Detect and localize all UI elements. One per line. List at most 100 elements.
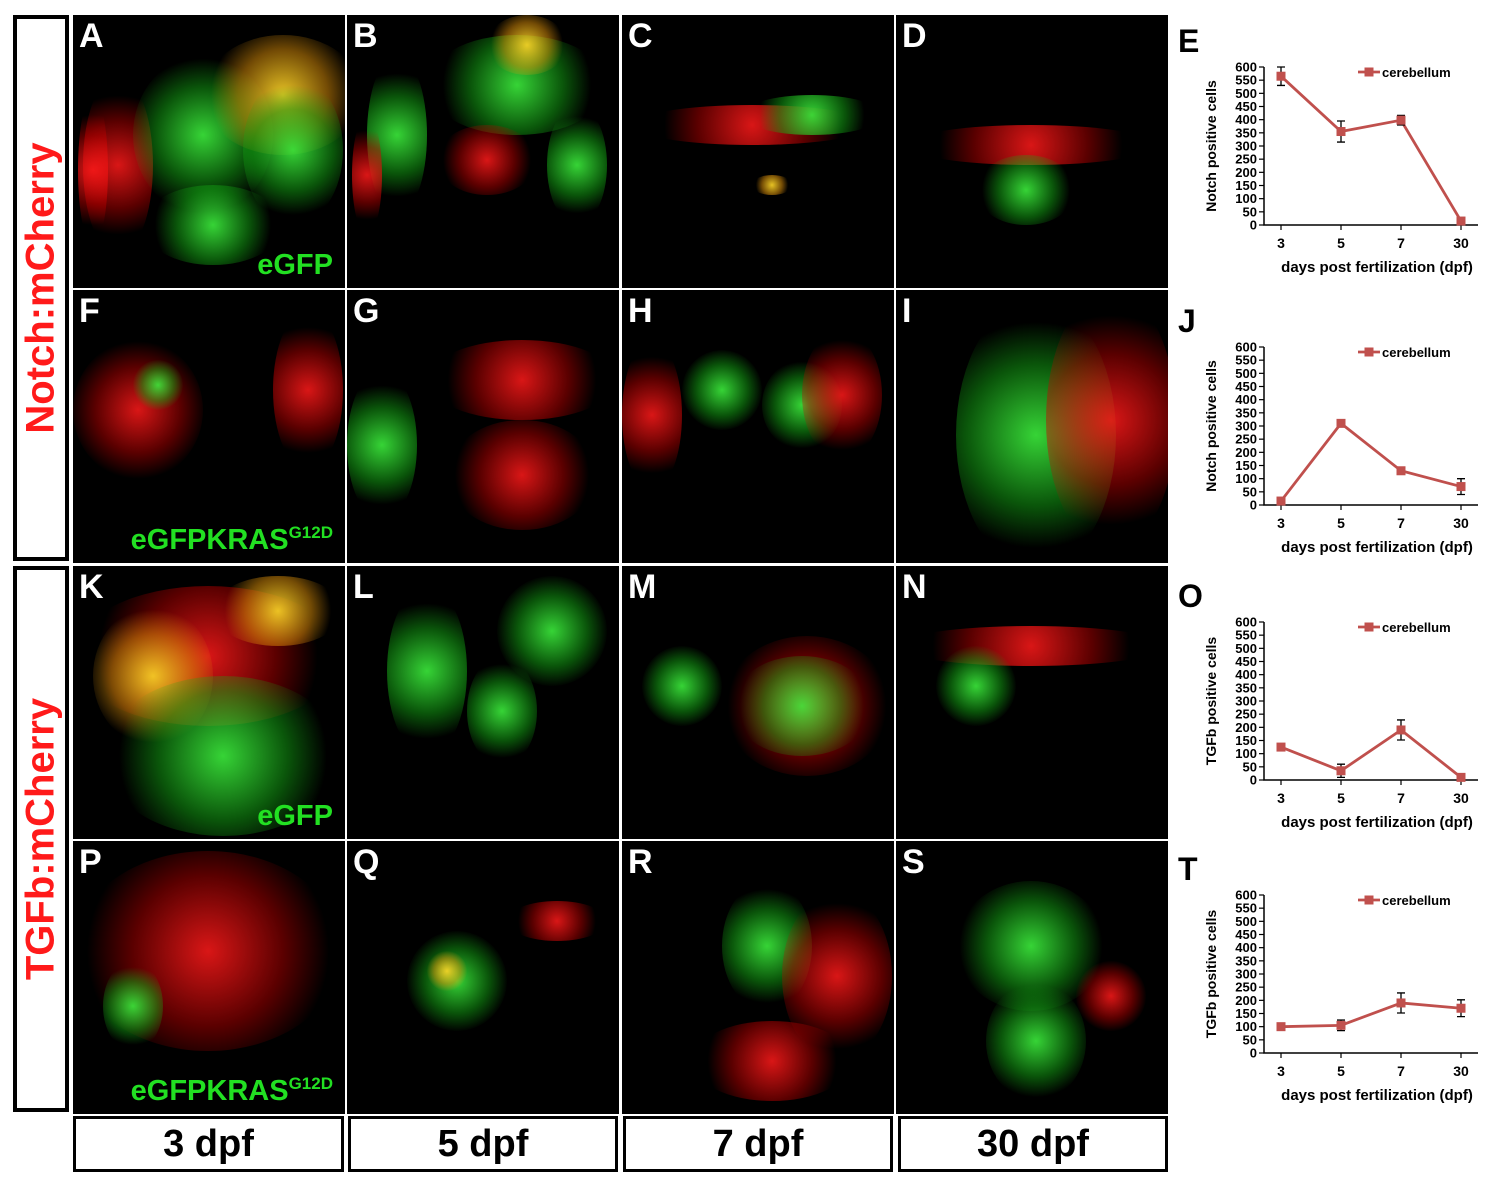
- y-tick-label: 50: [1243, 1032, 1257, 1047]
- x-tick-label: 5: [1337, 515, 1345, 531]
- y-tick-label: 0: [1250, 498, 1257, 513]
- fluorescence-region: [936, 646, 1016, 726]
- data-point: [1456, 772, 1466, 782]
- panel-letter: P: [79, 843, 102, 881]
- data-point: [1276, 742, 1286, 752]
- panel-m: M: [622, 566, 894, 839]
- y-tick-label: 150: [1235, 458, 1257, 473]
- fluorescence-region: [447, 420, 597, 530]
- x-axis-label: days post fertilization (dpf): [1281, 814, 1473, 831]
- y-tick-label: 200: [1235, 720, 1257, 735]
- fluorescence-region: [642, 646, 722, 726]
- x-tick-label: 7: [1397, 515, 1405, 531]
- data-point: [1456, 216, 1466, 226]
- fluorescence-region: [622, 340, 682, 490]
- y-tick-label: 600: [1235, 615, 1257, 630]
- panel-b: B: [347, 15, 619, 288]
- panel-caption: eGFP: [257, 802, 333, 831]
- legend-marker: [1364, 347, 1374, 357]
- panel-letter: D: [902, 17, 927, 55]
- row-label-tgfb-text: TGFb:mCherry: [18, 697, 63, 981]
- fluorescence-region: [752, 175, 792, 195]
- y-tick-label: 300: [1235, 694, 1257, 709]
- y-tick-label: 450: [1235, 927, 1257, 942]
- y-tick-label: 100: [1235, 1019, 1257, 1034]
- y-tick-label: 50: [1243, 484, 1257, 499]
- fluorescence-region: [73, 340, 203, 480]
- time-label-text: 3 dpf: [163, 1123, 254, 1165]
- x-tick-label: 3: [1277, 1063, 1285, 1079]
- panel-letter: I: [902, 292, 912, 330]
- data-point: [1396, 998, 1406, 1008]
- x-tick-label: 30: [1453, 1063, 1469, 1079]
- x-tick-label: 7: [1397, 1063, 1405, 1079]
- fluorescence-region: [103, 676, 343, 836]
- data-point: [1336, 127, 1346, 137]
- panel-caption-superscript: G12D: [288, 1074, 333, 1093]
- y-tick-label: 450: [1235, 99, 1257, 114]
- y-tick-label: 550: [1235, 901, 1257, 916]
- y-tick-label: 600: [1235, 60, 1257, 75]
- fluorescence-region: [487, 15, 567, 75]
- y-tick-label: 100: [1235, 471, 1257, 486]
- panel-caption-superscript: G12D: [288, 523, 333, 542]
- y-tick-label: 200: [1235, 993, 1257, 1008]
- row-label-tgfb: TGFb:mCherry: [13, 566, 69, 1112]
- panel-letter: M: [628, 568, 657, 606]
- x-tick-label: 30: [1453, 235, 1469, 251]
- y-tick-label: 400: [1235, 940, 1257, 955]
- panel-letter: Q: [353, 843, 380, 881]
- panel-r: R: [622, 841, 894, 1114]
- y-tick-label: 50: [1243, 204, 1257, 219]
- y-tick-label: 500: [1235, 641, 1257, 656]
- fluorescence-region: [742, 95, 882, 135]
- chart-axes: [1263, 622, 1478, 781]
- legend-marker: [1364, 67, 1374, 77]
- data-point: [1456, 482, 1466, 492]
- panel-caption: eGFPKRASG12D: [131, 524, 333, 555]
- chart-axes: [1263, 895, 1478, 1054]
- fluorescence-region: [103, 961, 163, 1051]
- fluorescence-region: [732, 656, 872, 756]
- fluorescence-region: [78, 95, 108, 245]
- y-axis-label: TGFb positive cells: [1203, 637, 1219, 766]
- panel-letter: G: [353, 292, 380, 330]
- fluorescence-region: [467, 656, 537, 766]
- chart-letter: O: [1178, 578, 1203, 614]
- y-tick-label: 150: [1235, 1006, 1257, 1021]
- row-label-notch: Notch:mCherry: [13, 15, 69, 561]
- y-tick-label: 350: [1235, 953, 1257, 968]
- time-label-7dpf: 7 dpf: [623, 1116, 893, 1172]
- row-label-notch-text: Notch:mCherry: [18, 142, 63, 434]
- panel-letter: N: [902, 568, 927, 606]
- y-tick-label: 450: [1235, 654, 1257, 669]
- fluorescence-region: [547, 105, 607, 225]
- time-label-text: 30 dpf: [977, 1123, 1089, 1165]
- panel-l: L: [347, 566, 619, 839]
- panel-caption: eGFPKRASG12D: [131, 1075, 333, 1106]
- legend-marker: [1364, 622, 1374, 632]
- fluorescence-region: [896, 626, 1166, 666]
- fluorescence-region: [427, 340, 617, 420]
- fluorescence-region: [213, 576, 343, 646]
- fluorescence-region: [1076, 961, 1146, 1031]
- x-axis-label: days post fertilization (dpf): [1281, 539, 1473, 556]
- fluorescence-region: [507, 901, 607, 941]
- y-tick-label: 300: [1235, 419, 1257, 434]
- data-point: [1276, 71, 1286, 81]
- panel-i: I: [896, 290, 1168, 563]
- panel-caption: eGFP: [257, 251, 333, 280]
- time-label-3dpf: 3 dpf: [73, 1116, 344, 1172]
- time-label-text: 5 dpf: [437, 1123, 529, 1165]
- y-tick-label: 250: [1235, 707, 1257, 722]
- fluorescence-region: [682, 350, 762, 430]
- y-tick-label: 50: [1243, 759, 1257, 774]
- y-tick-label: 450: [1235, 379, 1257, 394]
- y-tick-label: 0: [1250, 1046, 1257, 1061]
- y-tick-label: 250: [1235, 980, 1257, 995]
